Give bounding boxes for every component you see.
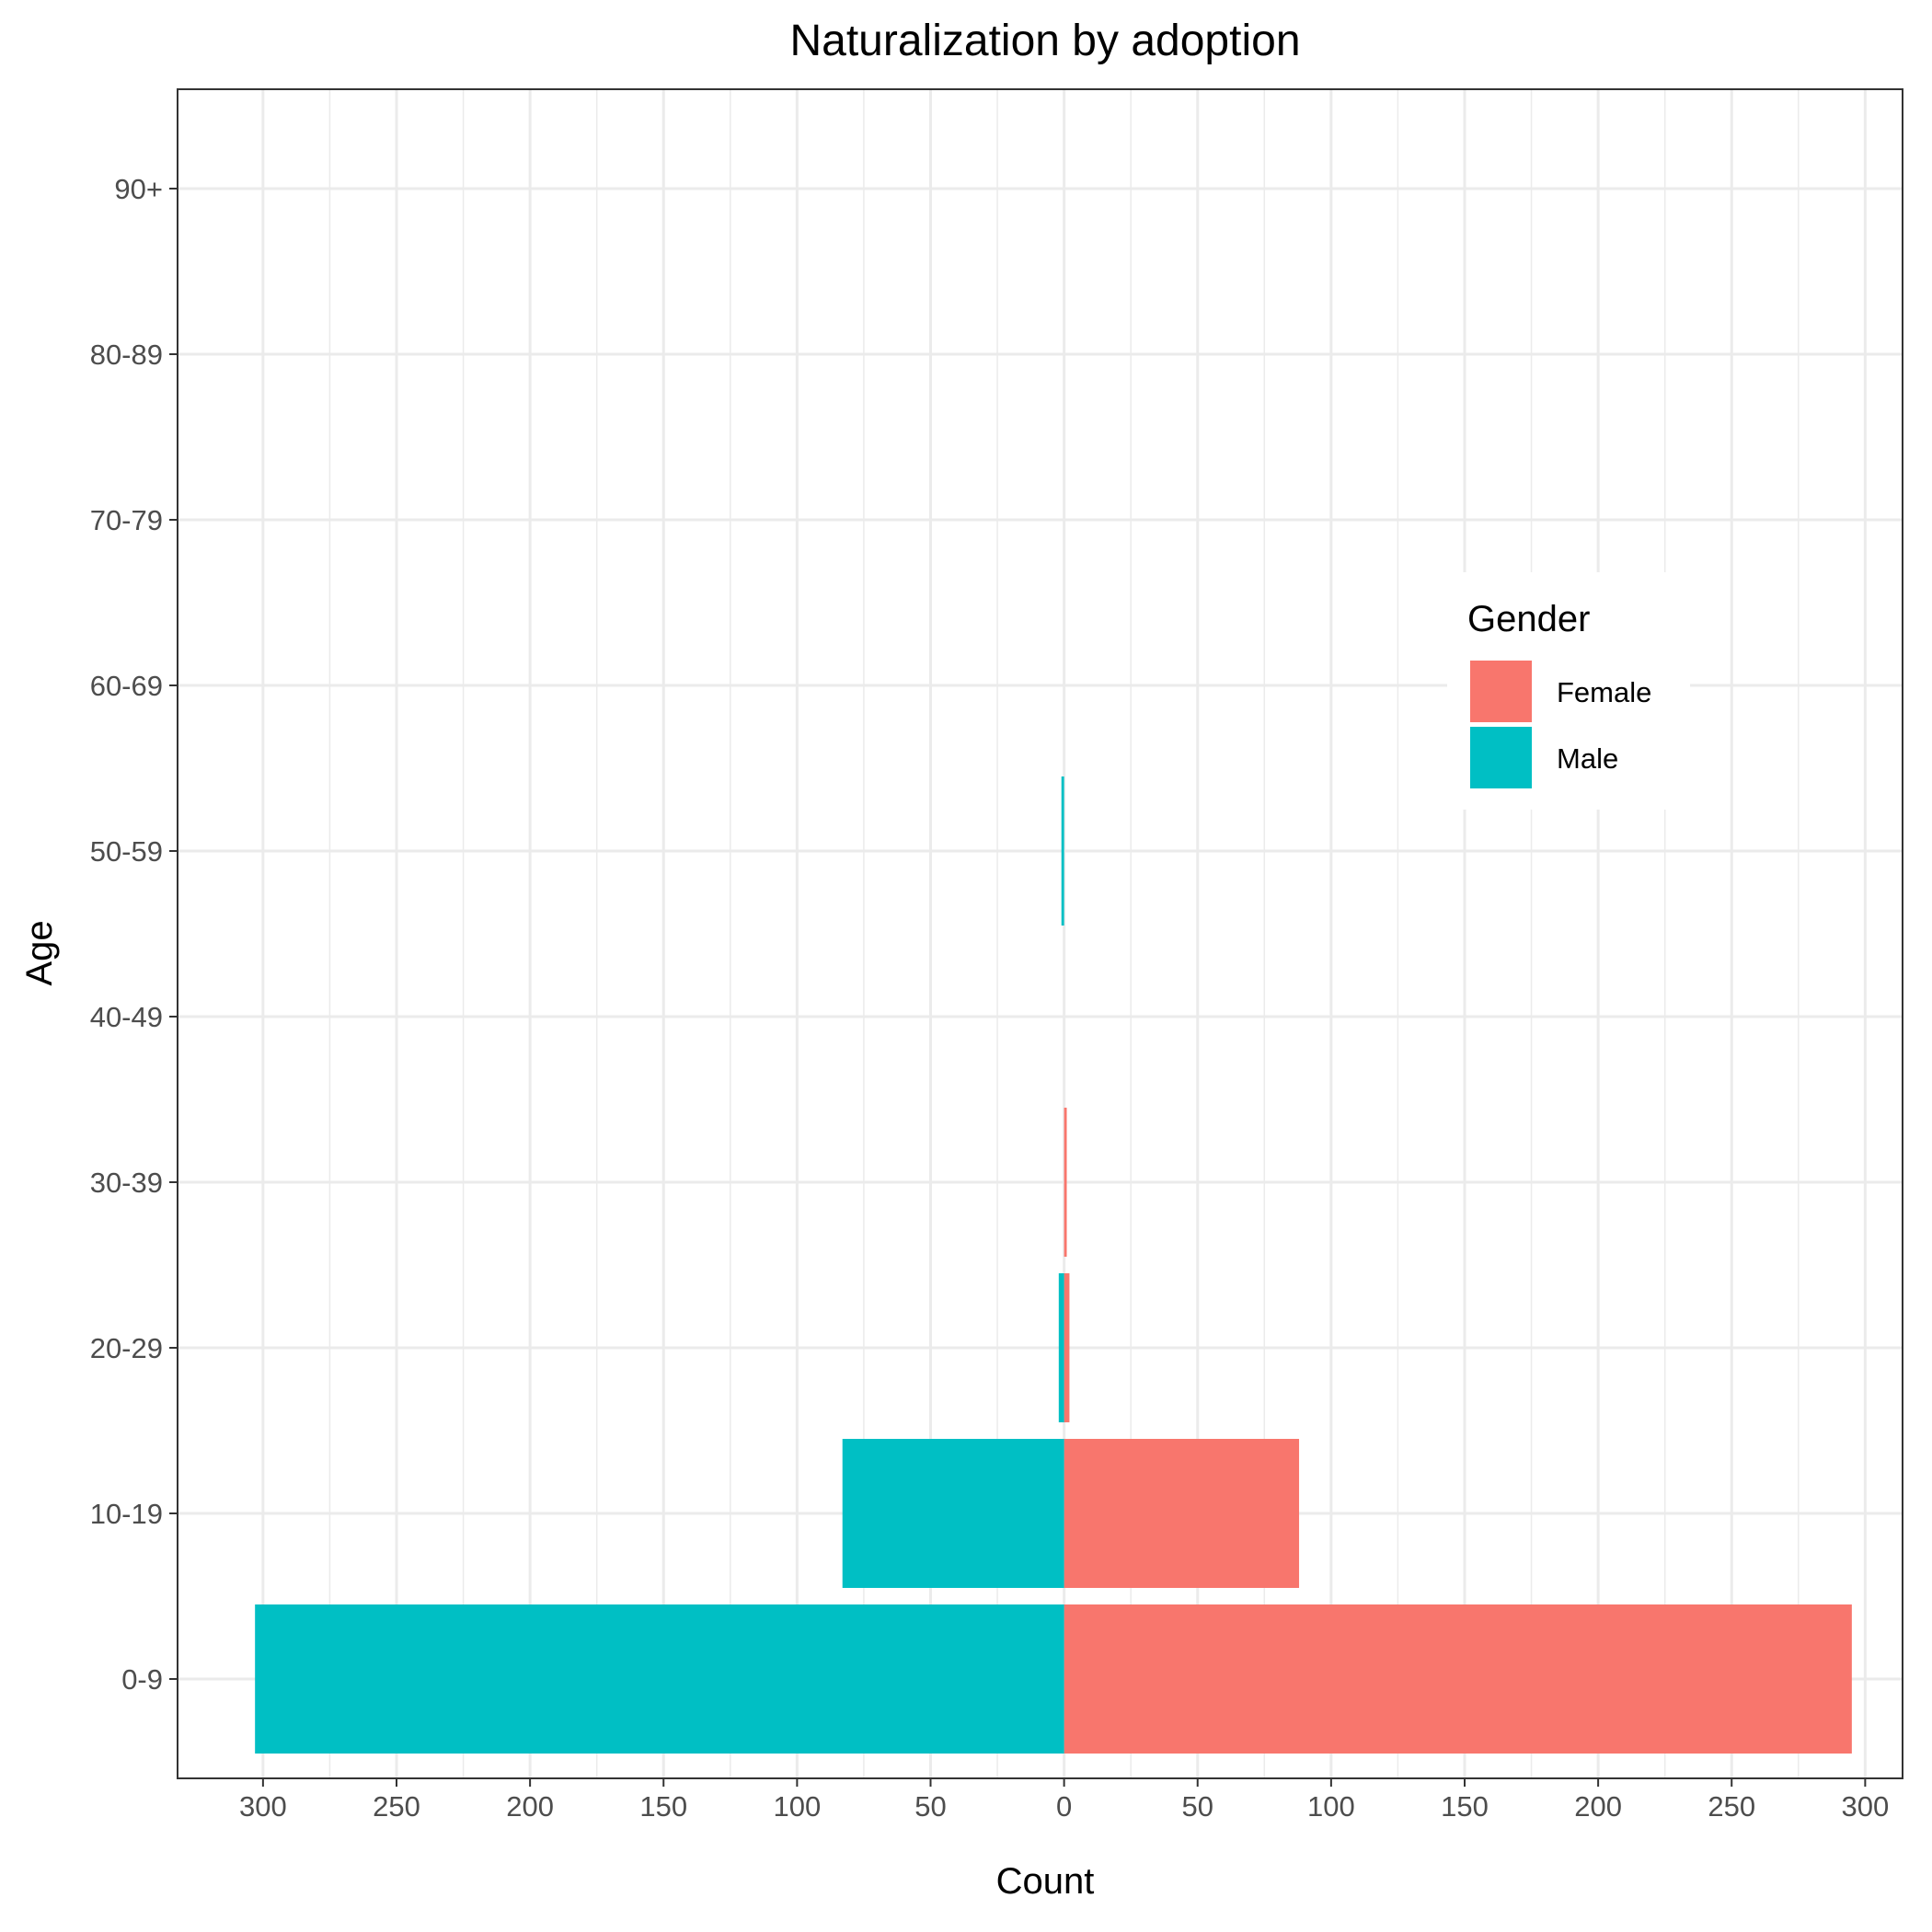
bar-female xyxy=(1064,1108,1067,1257)
bar-male xyxy=(1058,1273,1064,1422)
x-tick-label: 300 xyxy=(239,1790,287,1823)
bar-male xyxy=(842,1439,1064,1588)
x-tick-label: 50 xyxy=(1182,1790,1213,1823)
y-tick-label: 0-9 xyxy=(121,1663,163,1696)
legend-title: Gender xyxy=(1467,599,1590,639)
x-tick-label: 100 xyxy=(1307,1790,1355,1823)
y-axis: 0-9 10-19 20-29 30-39 40-49 50-59 60-69 70-79 80… xyxy=(90,173,178,1696)
bar-male xyxy=(1061,776,1064,926)
legend: Gender Female Male xyxy=(1447,572,1690,810)
y-tick-label: 80-89 xyxy=(90,339,163,371)
bars xyxy=(255,776,1852,1754)
legend-entries: Female Male xyxy=(1470,661,1651,788)
x-tick-label: 250 xyxy=(1708,1790,1755,1823)
chart-title: Naturalization by adoption xyxy=(789,17,1300,65)
legend-key-male xyxy=(1470,727,1532,788)
y-tick-label: 90+ xyxy=(114,173,163,205)
x-tick-label: 250 xyxy=(373,1790,420,1823)
legend-key-female xyxy=(1470,661,1532,722)
y-tick-label: 10-19 xyxy=(90,1498,163,1530)
x-tick-label: 150 xyxy=(639,1790,687,1823)
x-tick-label: 0 xyxy=(1056,1790,1072,1823)
x-tick-label: 200 xyxy=(1574,1790,1622,1823)
bar-female xyxy=(1064,1604,1852,1754)
y-tick-label: 40-49 xyxy=(90,1001,163,1033)
x-tick-label: 50 xyxy=(914,1790,946,1823)
y-tick-label: 20-29 xyxy=(90,1332,163,1364)
y-tick-label: 50-59 xyxy=(90,835,163,868)
x-tick-label: 100 xyxy=(774,1790,822,1823)
bar-female xyxy=(1064,1273,1070,1422)
y-tick-label: 70-79 xyxy=(90,504,163,536)
y-tick-label: 30-39 xyxy=(90,1167,163,1199)
legend-label-male: Male xyxy=(1557,742,1618,775)
x-axis: 300 250 200 150 100 50 0 50 100 150 200 250 300 xyxy=(239,1778,1889,1823)
x-tick-label: 300 xyxy=(1841,1790,1889,1823)
bar-female xyxy=(1064,1439,1300,1588)
x-tick-label: 150 xyxy=(1441,1790,1489,1823)
y-axis-title: Age xyxy=(19,920,60,985)
plot-border xyxy=(177,88,1903,1779)
bar-male xyxy=(255,1604,1064,1754)
x-axis-title: Count xyxy=(996,1861,1095,1902)
x-tick-label: 200 xyxy=(506,1790,554,1823)
y-tick-label: 60-69 xyxy=(90,670,163,702)
legend-label-female: Female xyxy=(1557,676,1651,708)
